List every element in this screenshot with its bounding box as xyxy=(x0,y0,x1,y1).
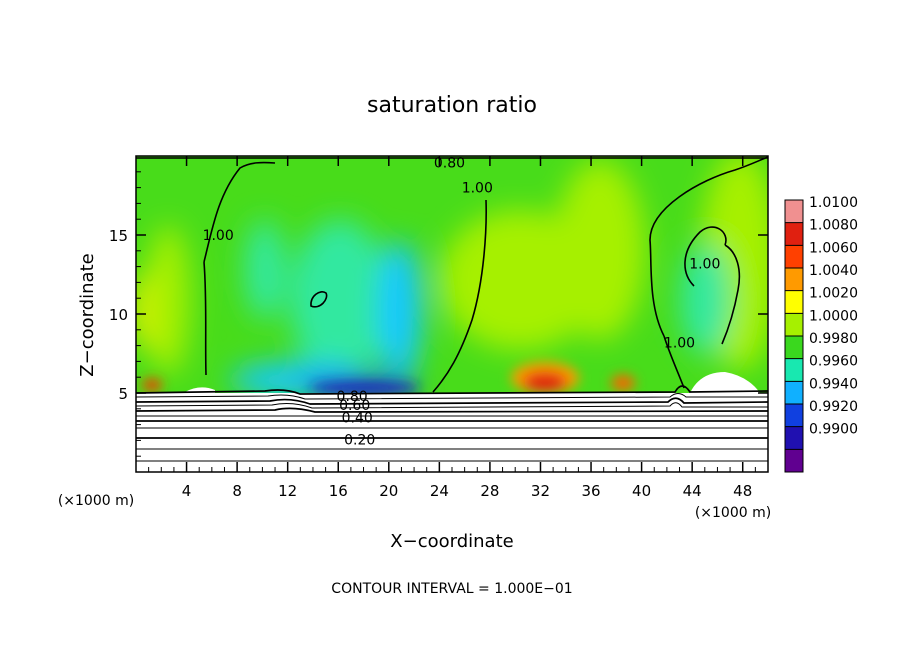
contour-label: 0.60 xyxy=(339,398,370,414)
x-tick-label: 24 xyxy=(430,482,449,500)
colorbar-swatch xyxy=(785,358,803,382)
colorbar-swatch xyxy=(785,290,803,314)
colorbar-swatch xyxy=(785,381,803,405)
x-tick-label: 16 xyxy=(329,482,348,500)
y-tick-label: 5 xyxy=(118,385,128,403)
colorbar-label: 1.0100 xyxy=(809,195,858,211)
x-axis-label: X−coordinate xyxy=(390,531,513,552)
contour-label: 0.20 xyxy=(344,433,375,449)
y-tick-label: 10 xyxy=(109,306,128,324)
colorbar-label: 1.0000 xyxy=(809,308,858,324)
colorbar-label: 0.9900 xyxy=(809,422,858,438)
colorbar-swatch xyxy=(785,426,803,450)
colorbar-label: 1.0020 xyxy=(809,286,858,302)
colorbar: 1.0100 1.0080 1.0060 1.0040 1.0020 1.0000 0.99… xyxy=(784,195,858,473)
contour-label: 1.00 xyxy=(203,228,234,244)
x-axis: 4 8 12 16 20 24 28 32 36 40 44 48 xyxy=(148,156,756,500)
x-tick-label: 20 xyxy=(379,482,398,500)
x-tick-label: 48 xyxy=(733,482,752,500)
x-tick-label: 28 xyxy=(480,482,499,500)
x-tick-label: 36 xyxy=(581,482,600,500)
colorbar-label: 1.0080 xyxy=(809,218,858,234)
contour-label: 0.40 xyxy=(342,410,373,426)
x-tick-label: 4 xyxy=(182,482,192,500)
x-tick-label: 12 xyxy=(278,482,297,500)
contour-lines-upper xyxy=(136,156,769,393)
colorbar-label: 1.0040 xyxy=(809,263,858,279)
contour-label: 1.00 xyxy=(462,181,493,197)
colorbar-swatch xyxy=(785,404,803,428)
colorbar-swatch xyxy=(785,268,803,292)
colorbar-swatch xyxy=(785,336,803,360)
contour-label: 1.00 xyxy=(689,256,720,272)
chart-title: saturation ratio xyxy=(367,93,537,118)
x-tick-label: 40 xyxy=(632,482,651,500)
colorbar-label: 0.9960 xyxy=(809,354,858,370)
contour-label: 0.80 xyxy=(337,389,368,405)
contour-interval-note: CONTOUR INTERVAL = 1.000E−01 xyxy=(331,581,572,597)
colorbar-swatch xyxy=(785,313,803,337)
contour-labels: 0.801.001.001.001.000.800.600.400.20 xyxy=(203,155,721,448)
x-unit-label-right: (×1000 m) xyxy=(695,505,771,521)
colorbar-swatch xyxy=(785,222,803,246)
colorbar-swatch xyxy=(785,200,803,224)
contour-label: 0.80 xyxy=(434,155,465,171)
colorbar-label: 0.9940 xyxy=(809,376,858,392)
x-tick-label: 8 xyxy=(232,482,242,500)
x-unit-label-left: (×1000 m) xyxy=(58,493,134,509)
colorbar-swatch xyxy=(785,245,803,269)
y-axis: 5 10 15 xyxy=(109,171,768,457)
saturation-field xyxy=(136,156,768,393)
x-tick-label: 44 xyxy=(683,482,702,500)
colorbar-swatch xyxy=(785,449,803,473)
y-axis-label: Z−coordinate xyxy=(77,253,98,376)
contour-lines-lower xyxy=(135,385,769,462)
y-tick-label: 15 xyxy=(109,227,128,245)
colorbar-label: 0.9980 xyxy=(809,331,858,347)
plot-area xyxy=(136,156,769,472)
colorbar-label: 0.9920 xyxy=(809,399,858,415)
colorbar-label: 1.0060 xyxy=(809,240,858,256)
x-tick-label: 32 xyxy=(531,482,550,500)
contour-label: 1.00 xyxy=(664,335,695,351)
